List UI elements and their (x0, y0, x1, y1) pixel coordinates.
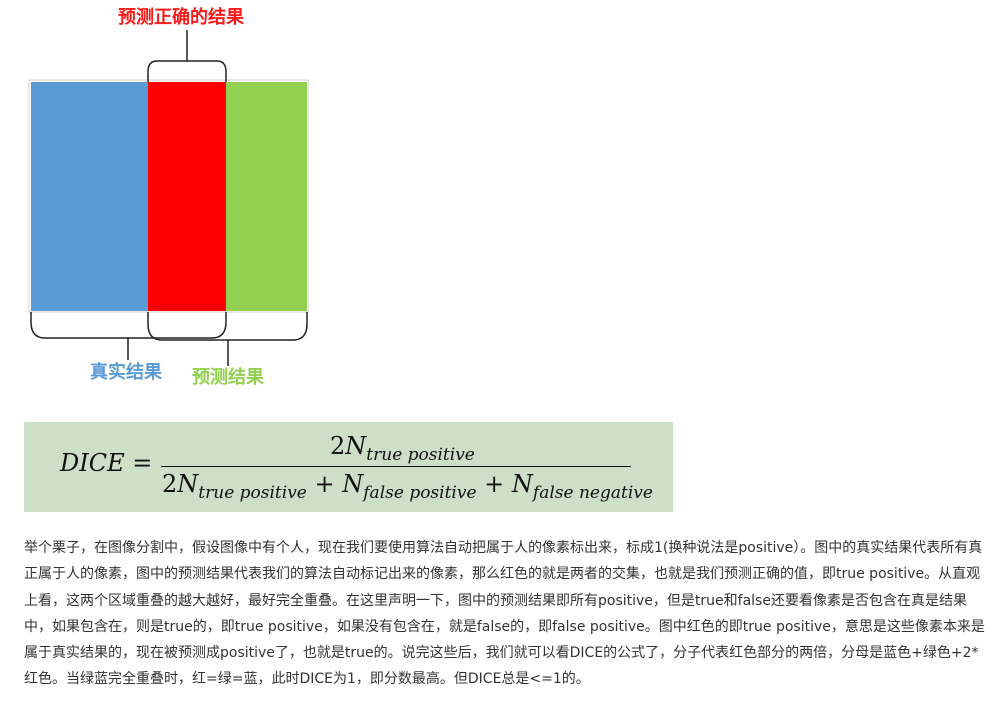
numerator-coefficient: 2 (330, 432, 346, 460)
fraction-bar (161, 466, 631, 467)
denominator-subscript-fp: false positive (363, 483, 477, 503)
denominator-n-fn: N (511, 470, 533, 498)
explanation-paragraph: 举个栗子，在图像分割中，假设图像中有个人，现在我们要使用算法自动把属于人的像素标… (24, 540, 985, 688)
numerator-subscript: true positive (366, 445, 475, 465)
denominator-n-tp: N (177, 470, 199, 498)
ground-truth-only-region (31, 82, 148, 311)
correct-result-bracket (147, 60, 227, 82)
numerator-n: N (345, 432, 367, 460)
formula-lhs: DICE = (60, 451, 152, 475)
denominator-n-fp: N (342, 470, 364, 498)
denominator-plus-2: + (484, 470, 505, 498)
prediction-only-region (226, 82, 307, 311)
dice-formula-box: DICE = 2Ntrue positive 2Ntrue positive +… (24, 422, 673, 512)
true-positive-region (148, 82, 226, 311)
formula-dice-symbol: DICE (60, 449, 125, 477)
dice-diagram: 预测正确的结果 真实结果 预测结果 (0, 0, 340, 400)
formula-equals: = (132, 449, 153, 477)
formula-denominator: 2Ntrue positive + Nfalse positive + Nfal… (162, 470, 653, 502)
prediction-bracket (147, 312, 308, 341)
formula-numerator: 2Ntrue positive (330, 432, 475, 464)
denominator-subscript-tp: true positive (198, 483, 307, 503)
denominator-coefficient: 2 (162, 470, 178, 498)
prediction-label: 预测结果 (192, 367, 264, 388)
overlap-figure (28, 30, 309, 366)
correct-result-label: 预测正确的结果 (118, 7, 244, 28)
ground-truth-bracket (30, 312, 227, 339)
denominator-plus-1: + (314, 470, 335, 498)
denominator-subscript-fn: false negative (532, 483, 653, 503)
ground-truth-label: 真实结果 (90, 362, 162, 383)
figure-outline (28, 79, 309, 313)
